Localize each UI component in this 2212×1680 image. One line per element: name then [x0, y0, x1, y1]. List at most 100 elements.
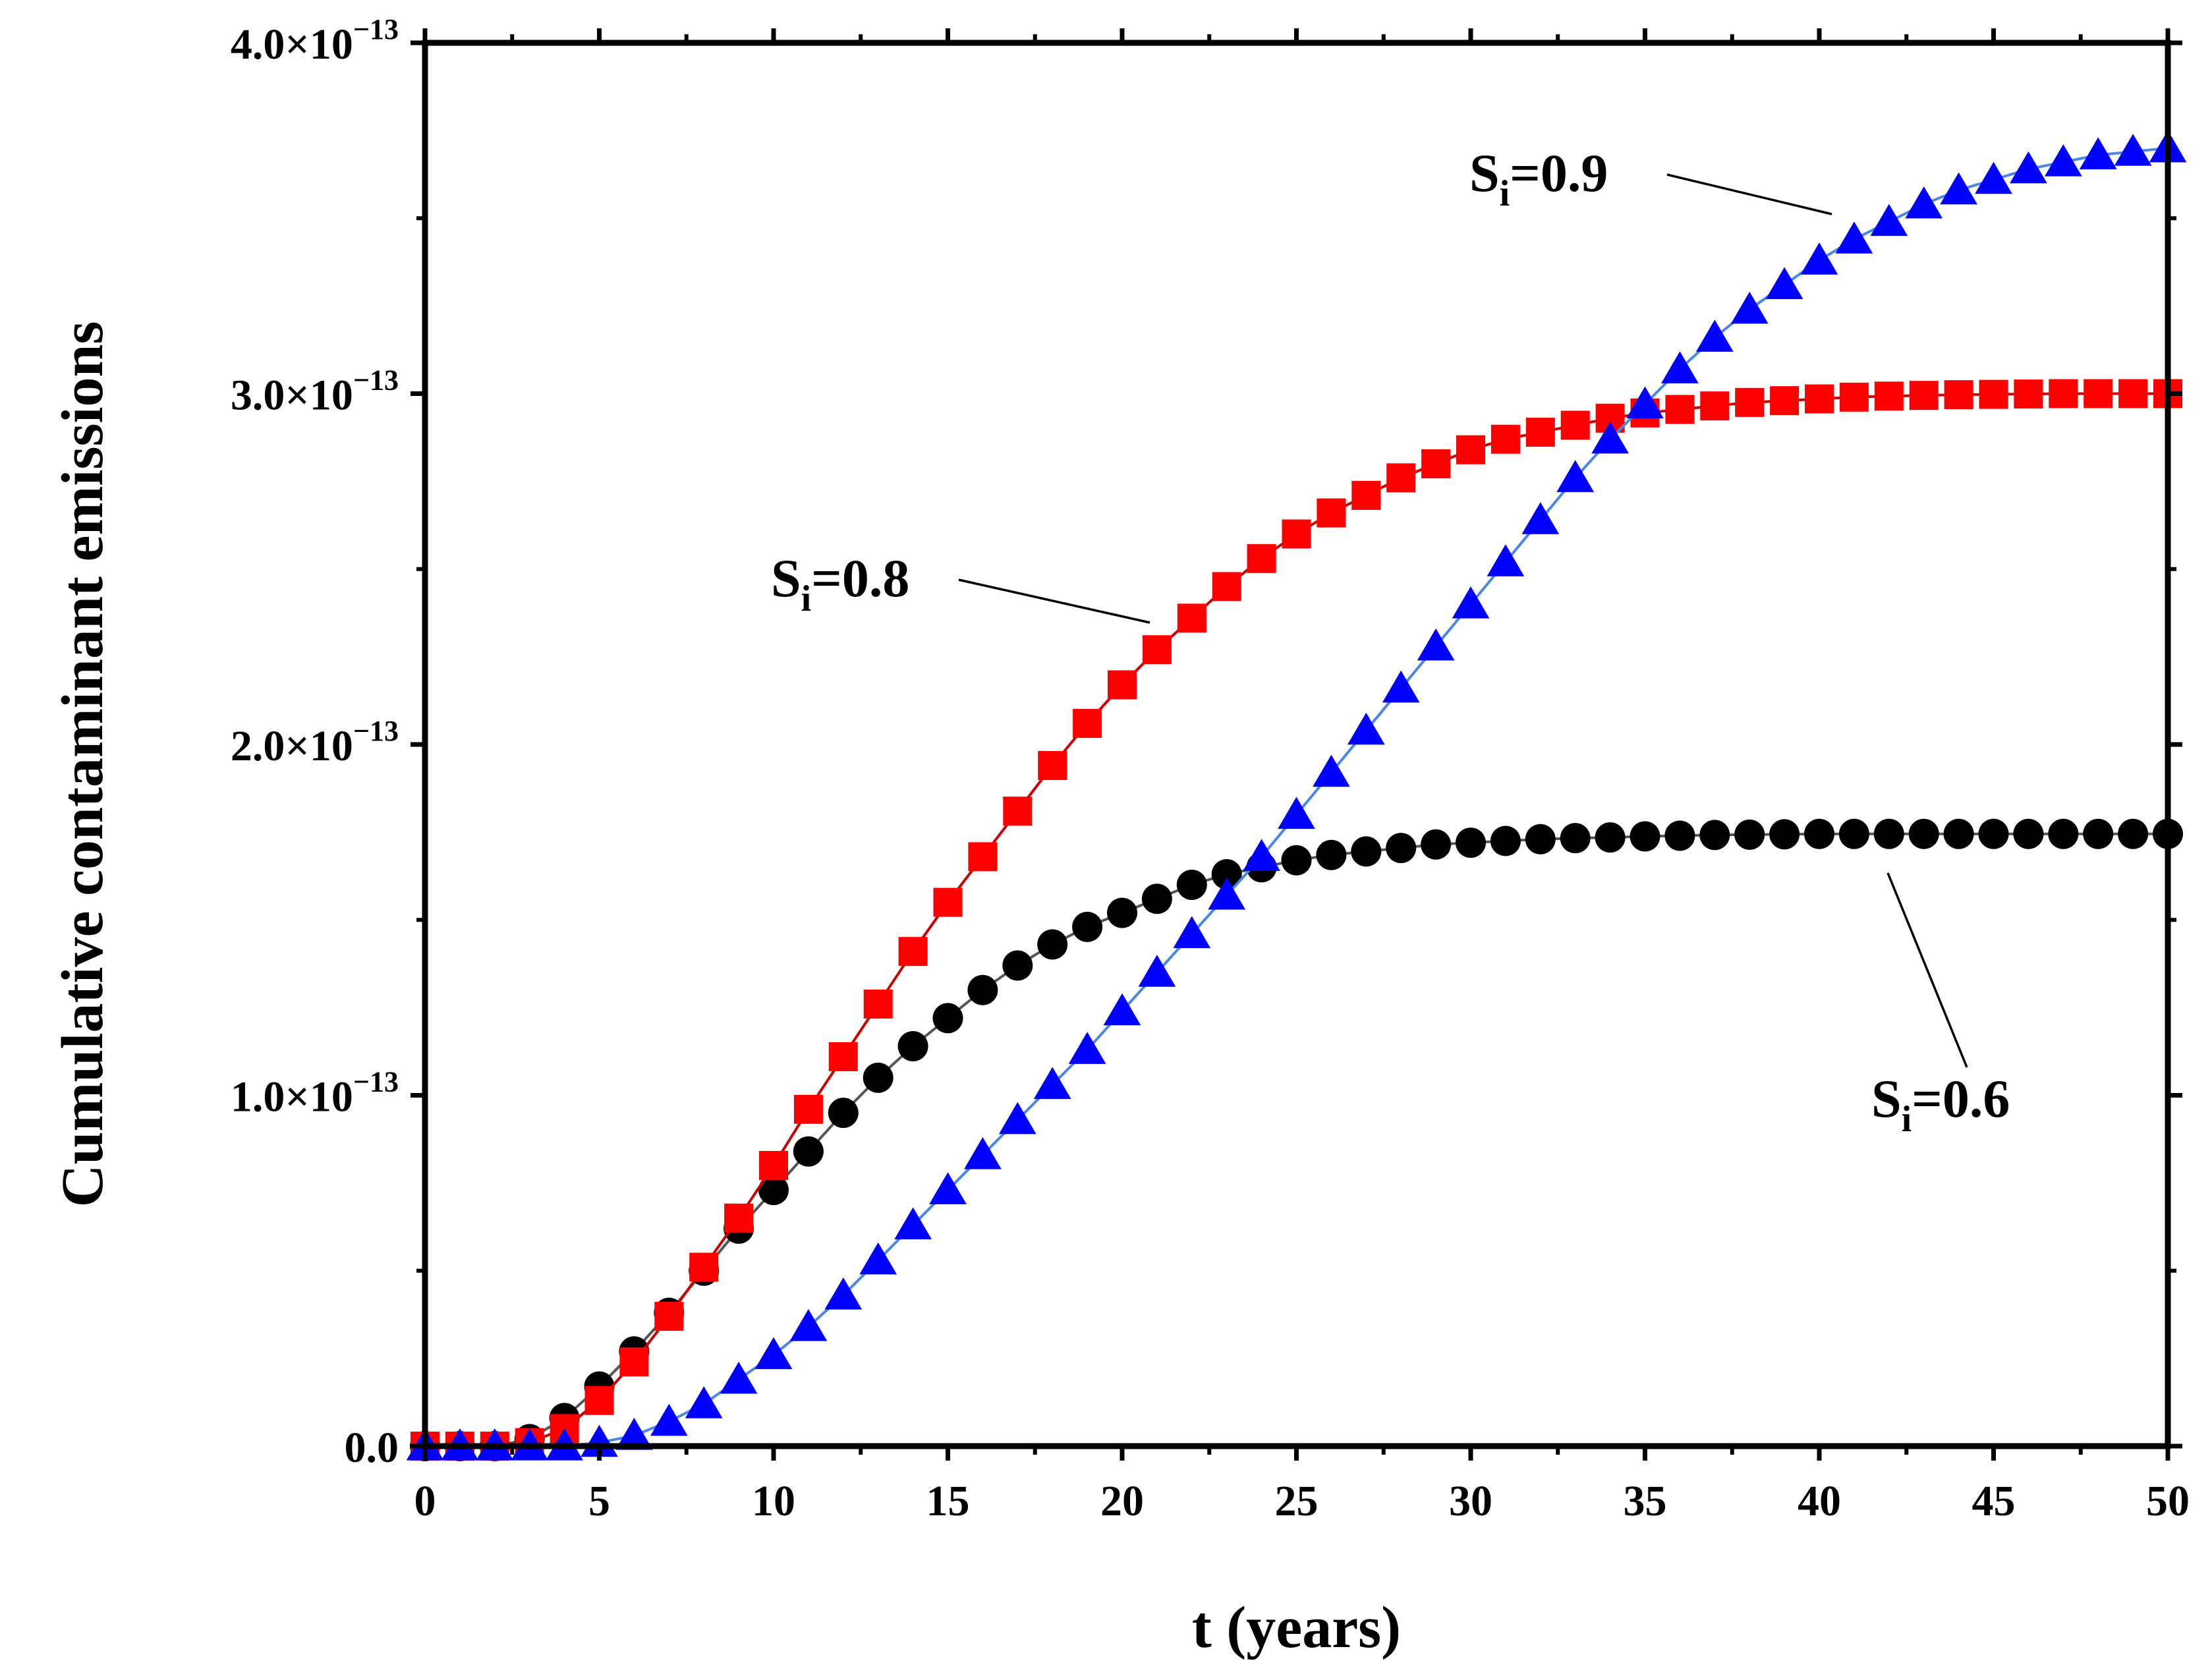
data-point-triangle [1173, 916, 1211, 949]
data-point-square [1735, 387, 1765, 417]
data-point-triangle [1730, 291, 1769, 324]
data-point-square [689, 1252, 719, 1282]
data-point-triangle [1905, 186, 1943, 219]
y-tick-exponent: −13 [353, 364, 399, 397]
series-label-subscript: i [1500, 173, 1510, 214]
data-point-square [968, 842, 998, 872]
data-point-triangle [1243, 839, 1280, 871]
data-point-square [1177, 603, 1206, 633]
data-point-square [1944, 380, 1973, 410]
data-point-triangle [1278, 797, 1315, 829]
data-point-square [654, 1301, 684, 1331]
data-point-circle [1630, 821, 1660, 852]
data-point-circle [1873, 818, 1904, 849]
data-point-triangle [1138, 955, 1176, 987]
data-point-square [1108, 670, 1137, 700]
data-point-triangle [1068, 1032, 1106, 1064]
data-point-circle [1525, 824, 1556, 854]
data-point-square [933, 887, 963, 917]
data-point-triangle [2044, 144, 2082, 177]
series-label-value: =0.8 [811, 548, 909, 608]
y-tick-exponent: −13 [353, 13, 399, 45]
data-point-circle [1037, 929, 1068, 960]
x-tick-label: 35 [1624, 1477, 1667, 1525]
data-point-square [2014, 379, 2043, 409]
y-axis-title: Cumulative contaminant emissions [50, 321, 115, 1207]
data-point-square [1386, 463, 1416, 493]
data-point-triangle [720, 1361, 758, 1394]
data-point-circle [793, 1136, 824, 1167]
y-tick-label: 3.0×10−13 [231, 364, 399, 420]
data-point-circle [1734, 819, 1765, 850]
series-label-symbol: S [1469, 143, 1500, 203]
data-point-circle [1107, 897, 1137, 928]
x-tick-label: 45 [1972, 1477, 2016, 1525]
y-tick-label: 4.0×10−13 [231, 13, 399, 69]
data-point-square [1456, 435, 1485, 464]
data-point-square [759, 1151, 788, 1180]
data-point-circle [1560, 823, 1591, 854]
data-point-square [1839, 382, 1869, 412]
data-point-circle [1456, 827, 1486, 858]
data-point-triangle [1835, 221, 1873, 254]
data-point-triangle [615, 1418, 653, 1450]
data-point-square [898, 937, 928, 966]
data-point-triangle [1103, 993, 1141, 1026]
data-point-square [1212, 572, 1241, 602]
data-point-triangle [2010, 151, 2047, 184]
x-tick-label: 5 [588, 1477, 610, 1525]
series-label-symbol: S [771, 548, 801, 608]
series-label: Si=0.8 [771, 548, 909, 619]
data-point-square [1525, 418, 1555, 447]
y-tick-mantissa: 4.0×10 [231, 20, 353, 69]
data-point-square [828, 1042, 858, 1071]
series-label: Si=0.6 [1871, 1069, 2010, 1140]
data-point-square [724, 1203, 754, 1233]
data-point-circle [932, 1003, 963, 1034]
data-point-square [863, 990, 893, 1019]
series-label: Si=0.9 [1469, 143, 1608, 214]
data-point-circle [1804, 818, 1834, 849]
data-point-circle [1595, 822, 1626, 853]
data-point-square [619, 1347, 649, 1377]
data-point-triangle [789, 1308, 828, 1341]
data-point-triangle [1800, 242, 1838, 275]
data-point-square [793, 1094, 823, 1124]
data-point-square [1874, 381, 1904, 411]
data-point-triangle [1452, 586, 1490, 619]
data-point-circle [1386, 833, 1417, 864]
data-point-triangle [1313, 754, 1350, 787]
data-point-circle [1664, 820, 1695, 851]
data-point-circle [1908, 818, 1939, 849]
data-point-triangle [685, 1386, 723, 1418]
x-tick-label: 50 [2146, 1477, 2190, 1525]
data-point-square [2084, 379, 2113, 408]
data-point-triangle [1870, 204, 1908, 237]
data-point-circle [1351, 836, 1382, 867]
data-point-circle [1978, 818, 2009, 849]
y-tick-label: 0.0 [345, 1424, 399, 1472]
data-point-triangle [754, 1337, 793, 1370]
tick-layer: 0 5 10 15 20 25 30 35 40 45 500.01.0×10−132.0×10−1… [231, 13, 2190, 1525]
data-point-triangle [2114, 134, 2152, 166]
x-tick-label: 30 [1449, 1477, 1492, 1525]
data-point-triangle [1033, 1067, 1071, 1100]
data-point-triangle [1556, 460, 1595, 492]
x-tick-label: 40 [1798, 1477, 1841, 1525]
data-point-square [1421, 449, 1451, 478]
x-tick-label: 20 [1100, 1477, 1144, 1525]
y-tick-mantissa: 1.0×10 [231, 1073, 353, 1121]
data-point-triangle [1487, 544, 1525, 576]
data-point-circle [967, 974, 998, 1005]
data-point-triangle [929, 1172, 967, 1204]
series-triangle [406, 130, 2187, 1461]
data-point-square [2049, 379, 2078, 408]
y-tick-mantissa: 3.0×10 [231, 372, 353, 420]
y-tick-label: 1.0×10−13 [231, 1066, 399, 1121]
data-point-square [1560, 410, 1590, 440]
data-point-triangle [1765, 267, 1803, 300]
data-point-triangle [894, 1207, 932, 1240]
series-label-subscript: i [801, 578, 812, 619]
data-point-square [1142, 635, 1172, 665]
